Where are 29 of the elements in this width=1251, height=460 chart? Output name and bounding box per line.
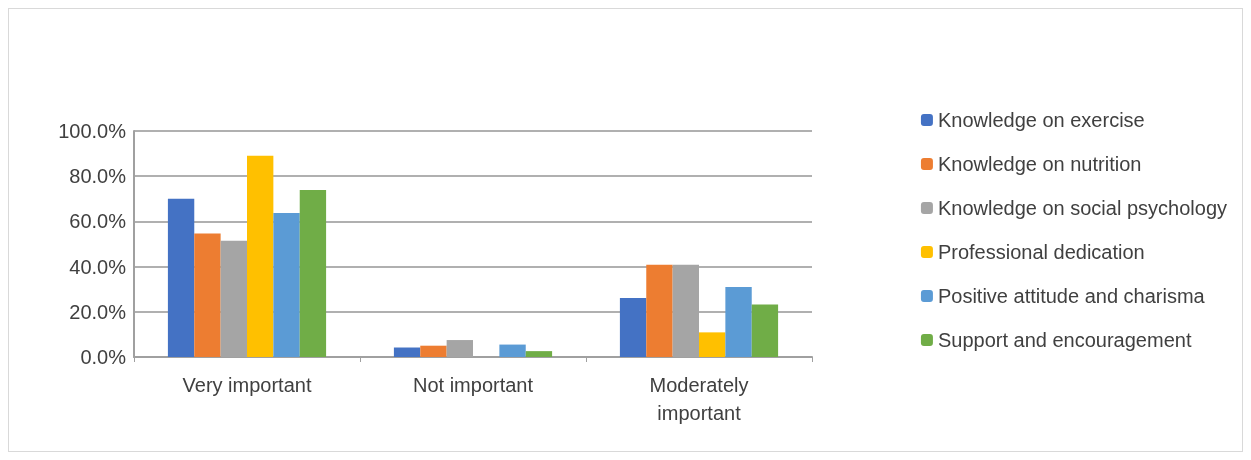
x-tick-label: Moderately important xyxy=(649,374,749,424)
y-tick-label: 0.0% xyxy=(80,346,127,368)
legend-label: Knowledge on nutrition xyxy=(937,153,1142,175)
bar xyxy=(751,304,779,357)
bar xyxy=(619,298,647,357)
bar xyxy=(699,332,726,357)
bar xyxy=(420,345,447,357)
bar xyxy=(725,286,752,357)
bar xyxy=(273,213,300,357)
y-tick-label: 20.0% xyxy=(69,300,127,323)
y-tick-label: 40.0% xyxy=(69,255,127,278)
bar xyxy=(646,264,673,357)
legend-label: Support and encouragement xyxy=(937,329,1192,351)
legend-label: Knowledge on exercise xyxy=(937,109,1145,131)
legend-label: Professional dedication xyxy=(937,241,1145,263)
bar xyxy=(194,233,221,357)
y-tick-label: 100.0% xyxy=(58,120,127,142)
bar xyxy=(499,344,526,357)
y-tick-label: 80.0% xyxy=(69,165,127,188)
y-tick-label: 60.0% xyxy=(69,210,127,233)
legend-label: Knowledge on social psychology xyxy=(937,197,1228,219)
bar xyxy=(247,155,274,357)
bar xyxy=(393,347,421,357)
bar xyxy=(299,189,327,357)
x-tick-label: Very important xyxy=(182,374,312,396)
bar xyxy=(525,351,553,357)
bar xyxy=(167,198,195,357)
legend-label: Positive attitude and charisma xyxy=(937,285,1206,307)
x-tick-label: Not important xyxy=(412,374,534,396)
